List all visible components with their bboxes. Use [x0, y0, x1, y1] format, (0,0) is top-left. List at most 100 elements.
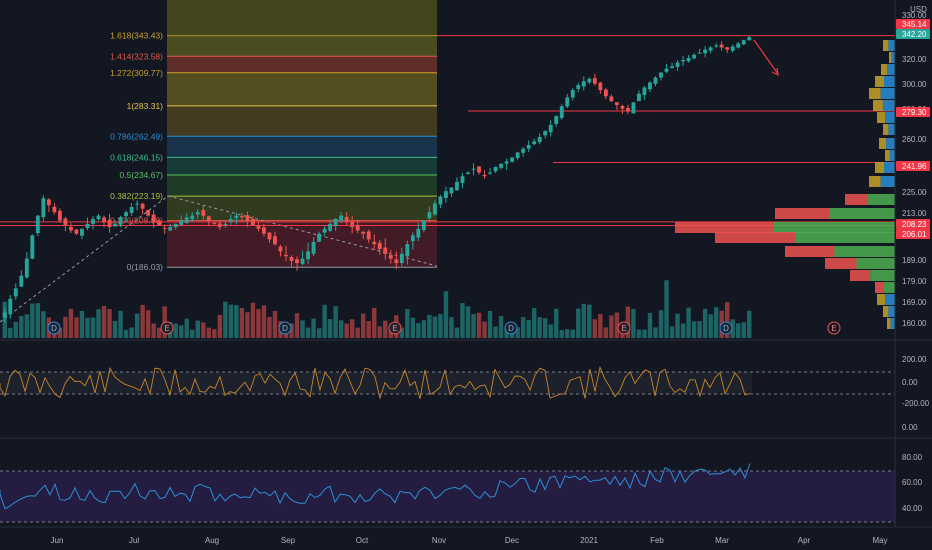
candle-body: [245, 215, 250, 221]
volume-bar: [399, 327, 405, 338]
profile-bar-up: [834, 246, 895, 257]
candle-body: [416, 228, 421, 238]
event-marker[interactable]: E: [827, 321, 841, 335]
volume-bar: [542, 318, 548, 338]
volume-bar: [498, 316, 504, 338]
volume-bar: [664, 280, 669, 338]
candle-body: [24, 258, 29, 278]
profile-bar-down: [825, 258, 857, 269]
candle-body: [504, 161, 509, 164]
event-marker[interactable]: D: [278, 321, 292, 335]
profile-bar-down: [869, 88, 881, 99]
event-circle: [504, 321, 518, 335]
volume-bar: [642, 329, 647, 338]
candle-body: [2, 312, 7, 317]
candle-body: [96, 215, 101, 220]
volume-bar: [134, 313, 140, 338]
volume-bar: [272, 311, 278, 338]
volume-bar: [327, 319, 333, 338]
candle-body: [146, 209, 151, 216]
candle-body: [427, 212, 432, 219]
volume-bar: [234, 305, 239, 338]
rsi-line: [0, 463, 751, 510]
candle-body: [725, 47, 730, 50]
price-badge-label: 279.30: [902, 108, 927, 117]
volume-bar: [691, 321, 697, 338]
candle-body: [460, 176, 465, 183]
profile-bar-down: [875, 76, 884, 87]
volume-bar: [250, 302, 256, 338]
arrow-head: [771, 67, 779, 77]
profile-bar-up: [880, 88, 895, 99]
price-tick: 320.00: [902, 55, 927, 64]
candle-body: [499, 163, 504, 168]
candle-body: [366, 231, 371, 240]
event-marker[interactable]: D: [719, 321, 733, 335]
volume-bar: [311, 318, 316, 338]
candle-body: [670, 66, 674, 69]
time-axis[interactable]: Jun Jul Aug Sep Oct Nov Dec 2021 Feb Mar Apr May: [51, 536, 888, 545]
fib-label: 1.272(309.77): [110, 68, 163, 78]
candle-body: [438, 196, 443, 205]
volume-bar: [74, 317, 79, 338]
candle-body: [631, 102, 636, 114]
event-marker[interactable]: E: [617, 321, 631, 335]
volume-bar: [686, 307, 691, 338]
event-marker[interactable]: E: [388, 321, 402, 335]
fib-zone: [167, 35, 437, 57]
time-tick: Apr: [798, 536, 811, 545]
volume-bar: [443, 291, 449, 338]
volume-bar: [79, 310, 85, 338]
candle-body: [52, 206, 57, 213]
volume-bar: [465, 306, 471, 338]
candle-body: [592, 78, 597, 84]
volume-bar: [322, 304, 327, 338]
volume-bar: [432, 316, 438, 338]
price-badge: [896, 29, 930, 39]
candle-body: [57, 210, 62, 221]
volume-bar: [212, 329, 217, 338]
event-circle: [47, 321, 61, 335]
event-marker[interactable]: E: [160, 321, 174, 335]
volume-bar: [669, 326, 675, 338]
profile-bar-up: [885, 112, 895, 123]
volume-bar: [454, 327, 460, 338]
volume-bar: [565, 329, 570, 338]
candle-body: [306, 251, 310, 260]
candle-body: [284, 254, 288, 257]
price-tick: 189.00: [902, 256, 927, 265]
volume-bar: [118, 310, 123, 338]
volume-bar: [30, 303, 35, 338]
volume-bar: [261, 305, 267, 338]
profile-bar-down: [775, 208, 829, 219]
candle-body: [311, 241, 316, 254]
volume-bar: [554, 308, 559, 338]
volume-bar: [190, 329, 195, 338]
event-marker[interactable]: D: [504, 321, 518, 335]
fib-label: 0(186.03): [127, 262, 164, 272]
profile-bar-down: [879, 138, 887, 149]
event-marker[interactable]: D: [47, 321, 61, 335]
candle-body: [239, 216, 244, 218]
candle-body: [184, 217, 189, 224]
volume-bar: [129, 327, 134, 338]
volume-bar: [515, 327, 520, 338]
candle-body: [603, 89, 608, 97]
candle-body: [637, 93, 641, 102]
candle-body: [471, 168, 476, 170]
arrow-line: [753, 39, 779, 75]
profile-bar-down: [883, 40, 889, 51]
volume-bar: [537, 317, 542, 338]
candle-body: [399, 253, 404, 263]
fib-label: 1.414(323.58): [110, 51, 163, 61]
volume-bar: [173, 323, 178, 338]
candle-body: [747, 37, 752, 41]
volume-bar: [289, 323, 294, 338]
candle-body: [300, 258, 305, 264]
fib-label: 0.382(223.19): [110, 191, 163, 201]
volume-bar: [372, 307, 377, 338]
candle-body: [565, 97, 570, 107]
candle-body: [212, 222, 217, 224]
